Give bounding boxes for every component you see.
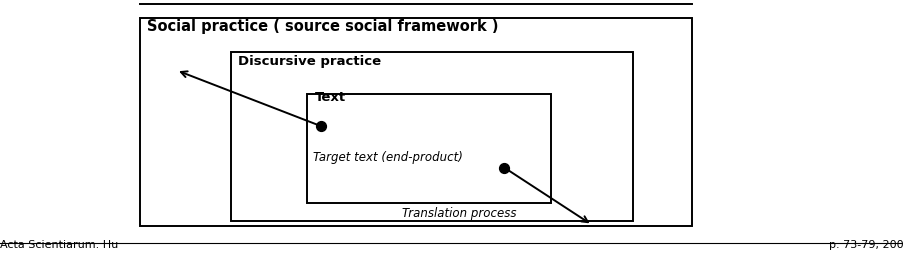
Text: Text: Text: [314, 91, 345, 104]
Point: [313, 124, 328, 128]
Text: Social practice ( source social framework ): Social practice ( source social framewor…: [147, 19, 498, 34]
Text: Target text (end-product): Target text (end-product): [312, 151, 462, 164]
Bar: [230, 52, 632, 221]
Text: p. 73-79, 200: p. 73-79, 200: [828, 240, 903, 250]
Bar: [140, 18, 691, 226]
Text: Acta Scientiarum. Hu: Acta Scientiarum. Hu: [0, 240, 118, 250]
Text: Translation process: Translation process: [402, 207, 517, 220]
Text: Discursive practice: Discursive practice: [237, 55, 380, 68]
Bar: [307, 94, 551, 203]
Point: [497, 166, 511, 170]
